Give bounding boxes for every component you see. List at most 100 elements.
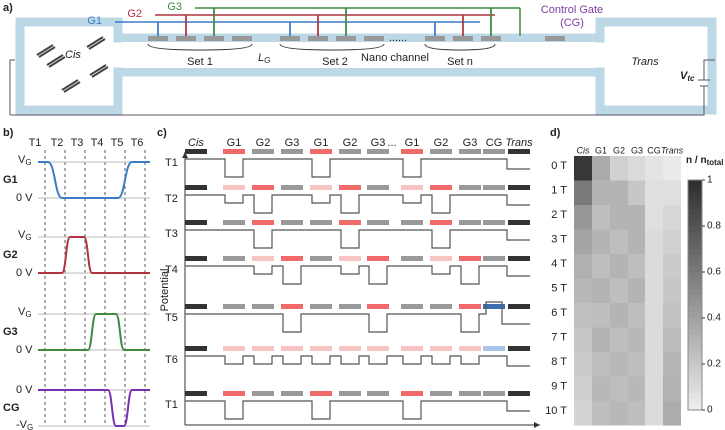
heat-cell <box>645 376 663 401</box>
voltage-label-main: V <box>680 70 689 82</box>
time-label: T5 <box>111 137 124 149</box>
row-label: T4 <box>165 264 178 276</box>
colorbar-step <box>688 375 702 382</box>
heat-cell <box>574 229 592 254</box>
plot-name: CG <box>3 402 20 414</box>
colorbar-step <box>688 208 702 215</box>
row-label: 7 T <box>551 331 567 343</box>
heat-cell <box>663 229 681 254</box>
column-label: G2 <box>613 145 625 155</box>
level-label: 0 V <box>16 344 33 356</box>
heat-cell <box>663 254 681 279</box>
row-label: T5 <box>165 312 178 324</box>
heat-cell <box>628 376 646 401</box>
gate-label: G1 <box>87 15 102 27</box>
colorbar-step <box>688 203 702 210</box>
set-label: Set 1 <box>187 56 213 68</box>
electrode <box>508 391 530 396</box>
colorbar-step <box>688 277 702 284</box>
panel-label: c) <box>157 127 167 139</box>
channel-schematic <box>15 17 717 115</box>
electrode <box>339 346 361 351</box>
row-label: 9 T <box>551 380 567 392</box>
heat-cell <box>574 180 592 205</box>
dna-icon <box>89 64 109 78</box>
electrode <box>223 256 245 261</box>
electrode <box>483 220 505 225</box>
level-label-sub: G <box>25 233 31 242</box>
colorbar-title-sub: total <box>707 158 724 167</box>
level-label-main: V <box>18 154 26 166</box>
heat-cell <box>628 180 646 205</box>
colorbar-title: n / ntotal <box>686 155 723 167</box>
row-label: 8 T <box>551 356 567 368</box>
potential-profile <box>185 355 530 367</box>
colorbar-title-main: n / n <box>686 155 707 166</box>
colorbar-tick-label: 0.2 <box>707 359 721 370</box>
electrode <box>508 304 530 309</box>
colorbar-step <box>688 272 702 279</box>
time-label: T6 <box>131 137 144 149</box>
row-label: 6 T <box>551 307 567 319</box>
heat-cell <box>592 401 610 426</box>
colorbar-step <box>688 254 702 261</box>
electrode <box>223 304 245 309</box>
wire <box>9 59 15 115</box>
colorbar-step <box>688 358 702 365</box>
colorbar-step <box>688 289 702 296</box>
electrode <box>310 346 332 351</box>
colorbar-step <box>688 226 702 233</box>
colorbar-step <box>688 266 702 273</box>
electrode <box>508 149 530 154</box>
heat-cell <box>574 156 592 181</box>
electrode <box>339 185 361 190</box>
colorbar-step <box>688 404 702 411</box>
electrode <box>339 391 361 396</box>
heat-cell <box>663 327 681 352</box>
heat-cell <box>645 156 663 181</box>
waveform <box>38 161 150 199</box>
set-label: Set n <box>447 56 473 68</box>
gate-electrode <box>453 36 473 41</box>
electrode <box>430 346 452 351</box>
cg-label: Control Gate <box>541 4 603 16</box>
heat-cell <box>574 278 592 303</box>
heat-cell <box>574 376 592 401</box>
electrode <box>185 220 207 225</box>
colorbar-step <box>688 335 702 342</box>
colorbar-step <box>688 312 702 319</box>
colorbar-step <box>688 231 702 238</box>
gate-electrode <box>425 36 445 41</box>
level-label: 0 V <box>16 192 33 204</box>
heat-cell <box>645 401 663 426</box>
colorbar-step <box>688 260 702 267</box>
colorbar-step <box>688 191 702 198</box>
electrode <box>281 185 303 190</box>
heat-cell <box>592 303 610 328</box>
dots: ... <box>387 137 396 149</box>
heat-cell <box>592 229 610 254</box>
row-label: T3 <box>165 228 178 240</box>
time-label: T4 <box>91 137 104 149</box>
colorbar-step <box>688 295 702 302</box>
electrode <box>401 346 423 351</box>
electrode <box>483 256 505 261</box>
colorbar-step <box>688 341 702 348</box>
time-label: T1 <box>29 137 42 149</box>
heat-cell <box>645 205 663 230</box>
electrode <box>252 304 274 309</box>
column-label: G1 <box>405 137 420 149</box>
electrode <box>252 256 274 261</box>
electrode <box>310 256 332 261</box>
column-label: G2 <box>256 137 271 149</box>
level-label: VG <box>18 229 32 242</box>
level-label-sub: G <box>25 310 31 319</box>
colorbar-step <box>688 306 702 313</box>
electrode <box>459 391 481 396</box>
electrode <box>223 220 245 225</box>
electrode <box>367 256 389 261</box>
electrode <box>508 346 530 351</box>
row-label: T2 <box>165 193 178 205</box>
channel-label: Nano channel <box>361 52 429 64</box>
heat-cell <box>663 180 681 205</box>
